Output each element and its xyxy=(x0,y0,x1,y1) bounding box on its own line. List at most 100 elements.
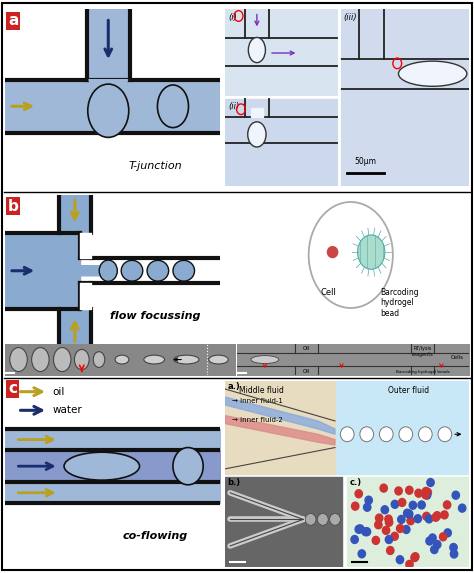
Circle shape xyxy=(375,521,382,529)
Circle shape xyxy=(444,501,451,509)
Circle shape xyxy=(372,536,380,544)
Text: T-junction: T-junction xyxy=(129,162,182,171)
Bar xyxy=(225,381,335,474)
Circle shape xyxy=(418,501,425,509)
Circle shape xyxy=(427,478,434,486)
Ellipse shape xyxy=(115,355,129,364)
Text: flow focussing: flow focussing xyxy=(110,311,201,321)
Text: Outer fluid: Outer fluid xyxy=(388,386,429,395)
Circle shape xyxy=(406,510,413,518)
Circle shape xyxy=(365,496,373,504)
Ellipse shape xyxy=(399,61,467,87)
Circle shape xyxy=(380,484,387,492)
Circle shape xyxy=(357,235,385,269)
Circle shape xyxy=(403,509,411,517)
Circle shape xyxy=(406,560,413,568)
Polygon shape xyxy=(89,80,128,103)
Ellipse shape xyxy=(64,452,139,480)
Bar xyxy=(340,9,469,186)
Text: Barcoding
hydrogel
bead: Barcoding hydrogel bead xyxy=(380,288,419,318)
Circle shape xyxy=(438,427,452,442)
Circle shape xyxy=(395,487,402,495)
Circle shape xyxy=(398,516,405,523)
Bar xyxy=(347,477,469,567)
Circle shape xyxy=(10,348,27,371)
Circle shape xyxy=(54,348,71,371)
Text: Cell: Cell xyxy=(320,288,336,297)
Ellipse shape xyxy=(328,246,337,257)
Circle shape xyxy=(383,527,390,535)
Circle shape xyxy=(450,550,458,558)
Ellipse shape xyxy=(173,260,194,281)
Circle shape xyxy=(360,427,374,442)
Circle shape xyxy=(409,501,417,509)
Circle shape xyxy=(375,514,383,522)
Text: (iii): (iii) xyxy=(344,13,357,22)
Circle shape xyxy=(351,536,358,543)
Ellipse shape xyxy=(121,260,143,281)
Ellipse shape xyxy=(173,355,199,364)
Circle shape xyxy=(431,545,438,554)
Text: Oil: Oil xyxy=(303,369,310,374)
Circle shape xyxy=(399,499,406,507)
Circle shape xyxy=(414,515,421,523)
Text: co-flowing: co-flowing xyxy=(123,531,188,541)
Bar xyxy=(225,99,337,186)
Circle shape xyxy=(387,547,394,555)
Circle shape xyxy=(407,517,414,525)
Circle shape xyxy=(424,488,431,496)
Text: Oil: Oil xyxy=(303,346,310,351)
Circle shape xyxy=(364,503,371,511)
Circle shape xyxy=(411,554,418,562)
Circle shape xyxy=(439,533,447,541)
Circle shape xyxy=(381,506,389,514)
Circle shape xyxy=(444,529,451,537)
Circle shape xyxy=(423,512,430,520)
Circle shape xyxy=(385,515,392,523)
Text: Cells: Cells xyxy=(451,355,464,360)
Circle shape xyxy=(402,525,410,533)
Polygon shape xyxy=(80,271,108,276)
Circle shape xyxy=(399,427,413,442)
Circle shape xyxy=(173,448,203,485)
Text: → Inner fluid-1: → Inner fluid-1 xyxy=(232,398,283,404)
Polygon shape xyxy=(225,415,335,445)
Text: (i): (i) xyxy=(229,13,237,22)
Ellipse shape xyxy=(209,355,228,364)
Circle shape xyxy=(318,513,328,525)
Text: RT/lysis
reagents: RT/lysis reagents xyxy=(412,346,434,357)
Circle shape xyxy=(305,513,316,525)
Text: (ii): (ii) xyxy=(229,102,240,111)
Circle shape xyxy=(74,350,89,370)
Circle shape xyxy=(93,352,105,367)
Circle shape xyxy=(425,515,433,523)
Circle shape xyxy=(340,427,354,442)
Circle shape xyxy=(157,85,189,128)
Ellipse shape xyxy=(248,122,266,147)
Ellipse shape xyxy=(147,260,169,281)
Text: a: a xyxy=(8,13,18,28)
Circle shape xyxy=(411,553,419,561)
Circle shape xyxy=(355,490,363,498)
Circle shape xyxy=(432,513,439,521)
Ellipse shape xyxy=(88,84,129,138)
Circle shape xyxy=(391,532,398,540)
Text: water: water xyxy=(52,405,82,415)
Text: a.): a.) xyxy=(228,382,240,391)
Circle shape xyxy=(452,491,459,499)
Bar xyxy=(5,80,220,133)
Text: c.): c.) xyxy=(350,478,362,487)
Circle shape xyxy=(358,550,365,558)
Text: 50μm: 50μm xyxy=(355,156,376,166)
Circle shape xyxy=(426,537,433,545)
Circle shape xyxy=(429,534,436,542)
Circle shape xyxy=(385,536,392,544)
Bar xyxy=(251,108,263,117)
Circle shape xyxy=(352,502,359,510)
Circle shape xyxy=(423,491,431,499)
Circle shape xyxy=(458,504,466,512)
Ellipse shape xyxy=(144,355,164,364)
Ellipse shape xyxy=(251,356,279,363)
Circle shape xyxy=(379,427,393,442)
Text: oil: oil xyxy=(52,387,64,397)
